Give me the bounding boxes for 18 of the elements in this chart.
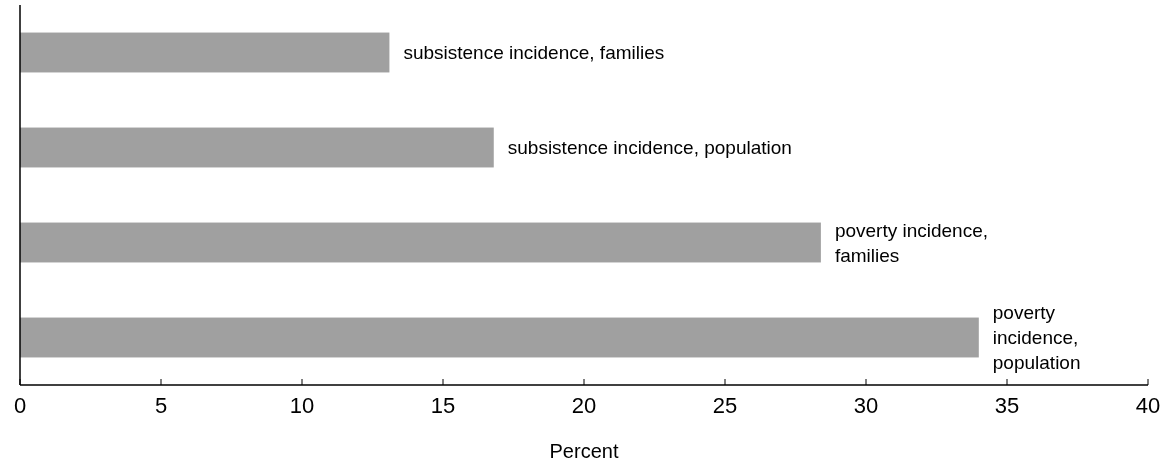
x-axis-title: Percent — [549, 440, 619, 462]
bar — [20, 317, 979, 358]
x-tick-label: 35 — [994, 393, 1020, 418]
x-tick-label: 0 — [13, 393, 27, 418]
y-tick-label: subsistence incidence, population — [507, 137, 792, 159]
bar — [20, 32, 390, 73]
x-tick-label: 15 — [430, 393, 456, 418]
y-tick-label: subsistence incidence, families — [403, 42, 665, 64]
y-tick-label: poverty incidence, population — [992, 302, 1084, 374]
x-tick-label: 20 — [571, 393, 597, 418]
x-tick-label: 30 — [853, 393, 879, 418]
x-tick-label: 5 — [154, 393, 168, 418]
x-tick-label: 10 — [289, 393, 315, 418]
x-tick-label: 25 — [712, 393, 738, 418]
bar — [20, 222, 821, 263]
x-tick-label: 40 — [1135, 393, 1161, 418]
bar — [20, 127, 494, 168]
y-tick-label: poverty incidence, families — [834, 219, 994, 266]
